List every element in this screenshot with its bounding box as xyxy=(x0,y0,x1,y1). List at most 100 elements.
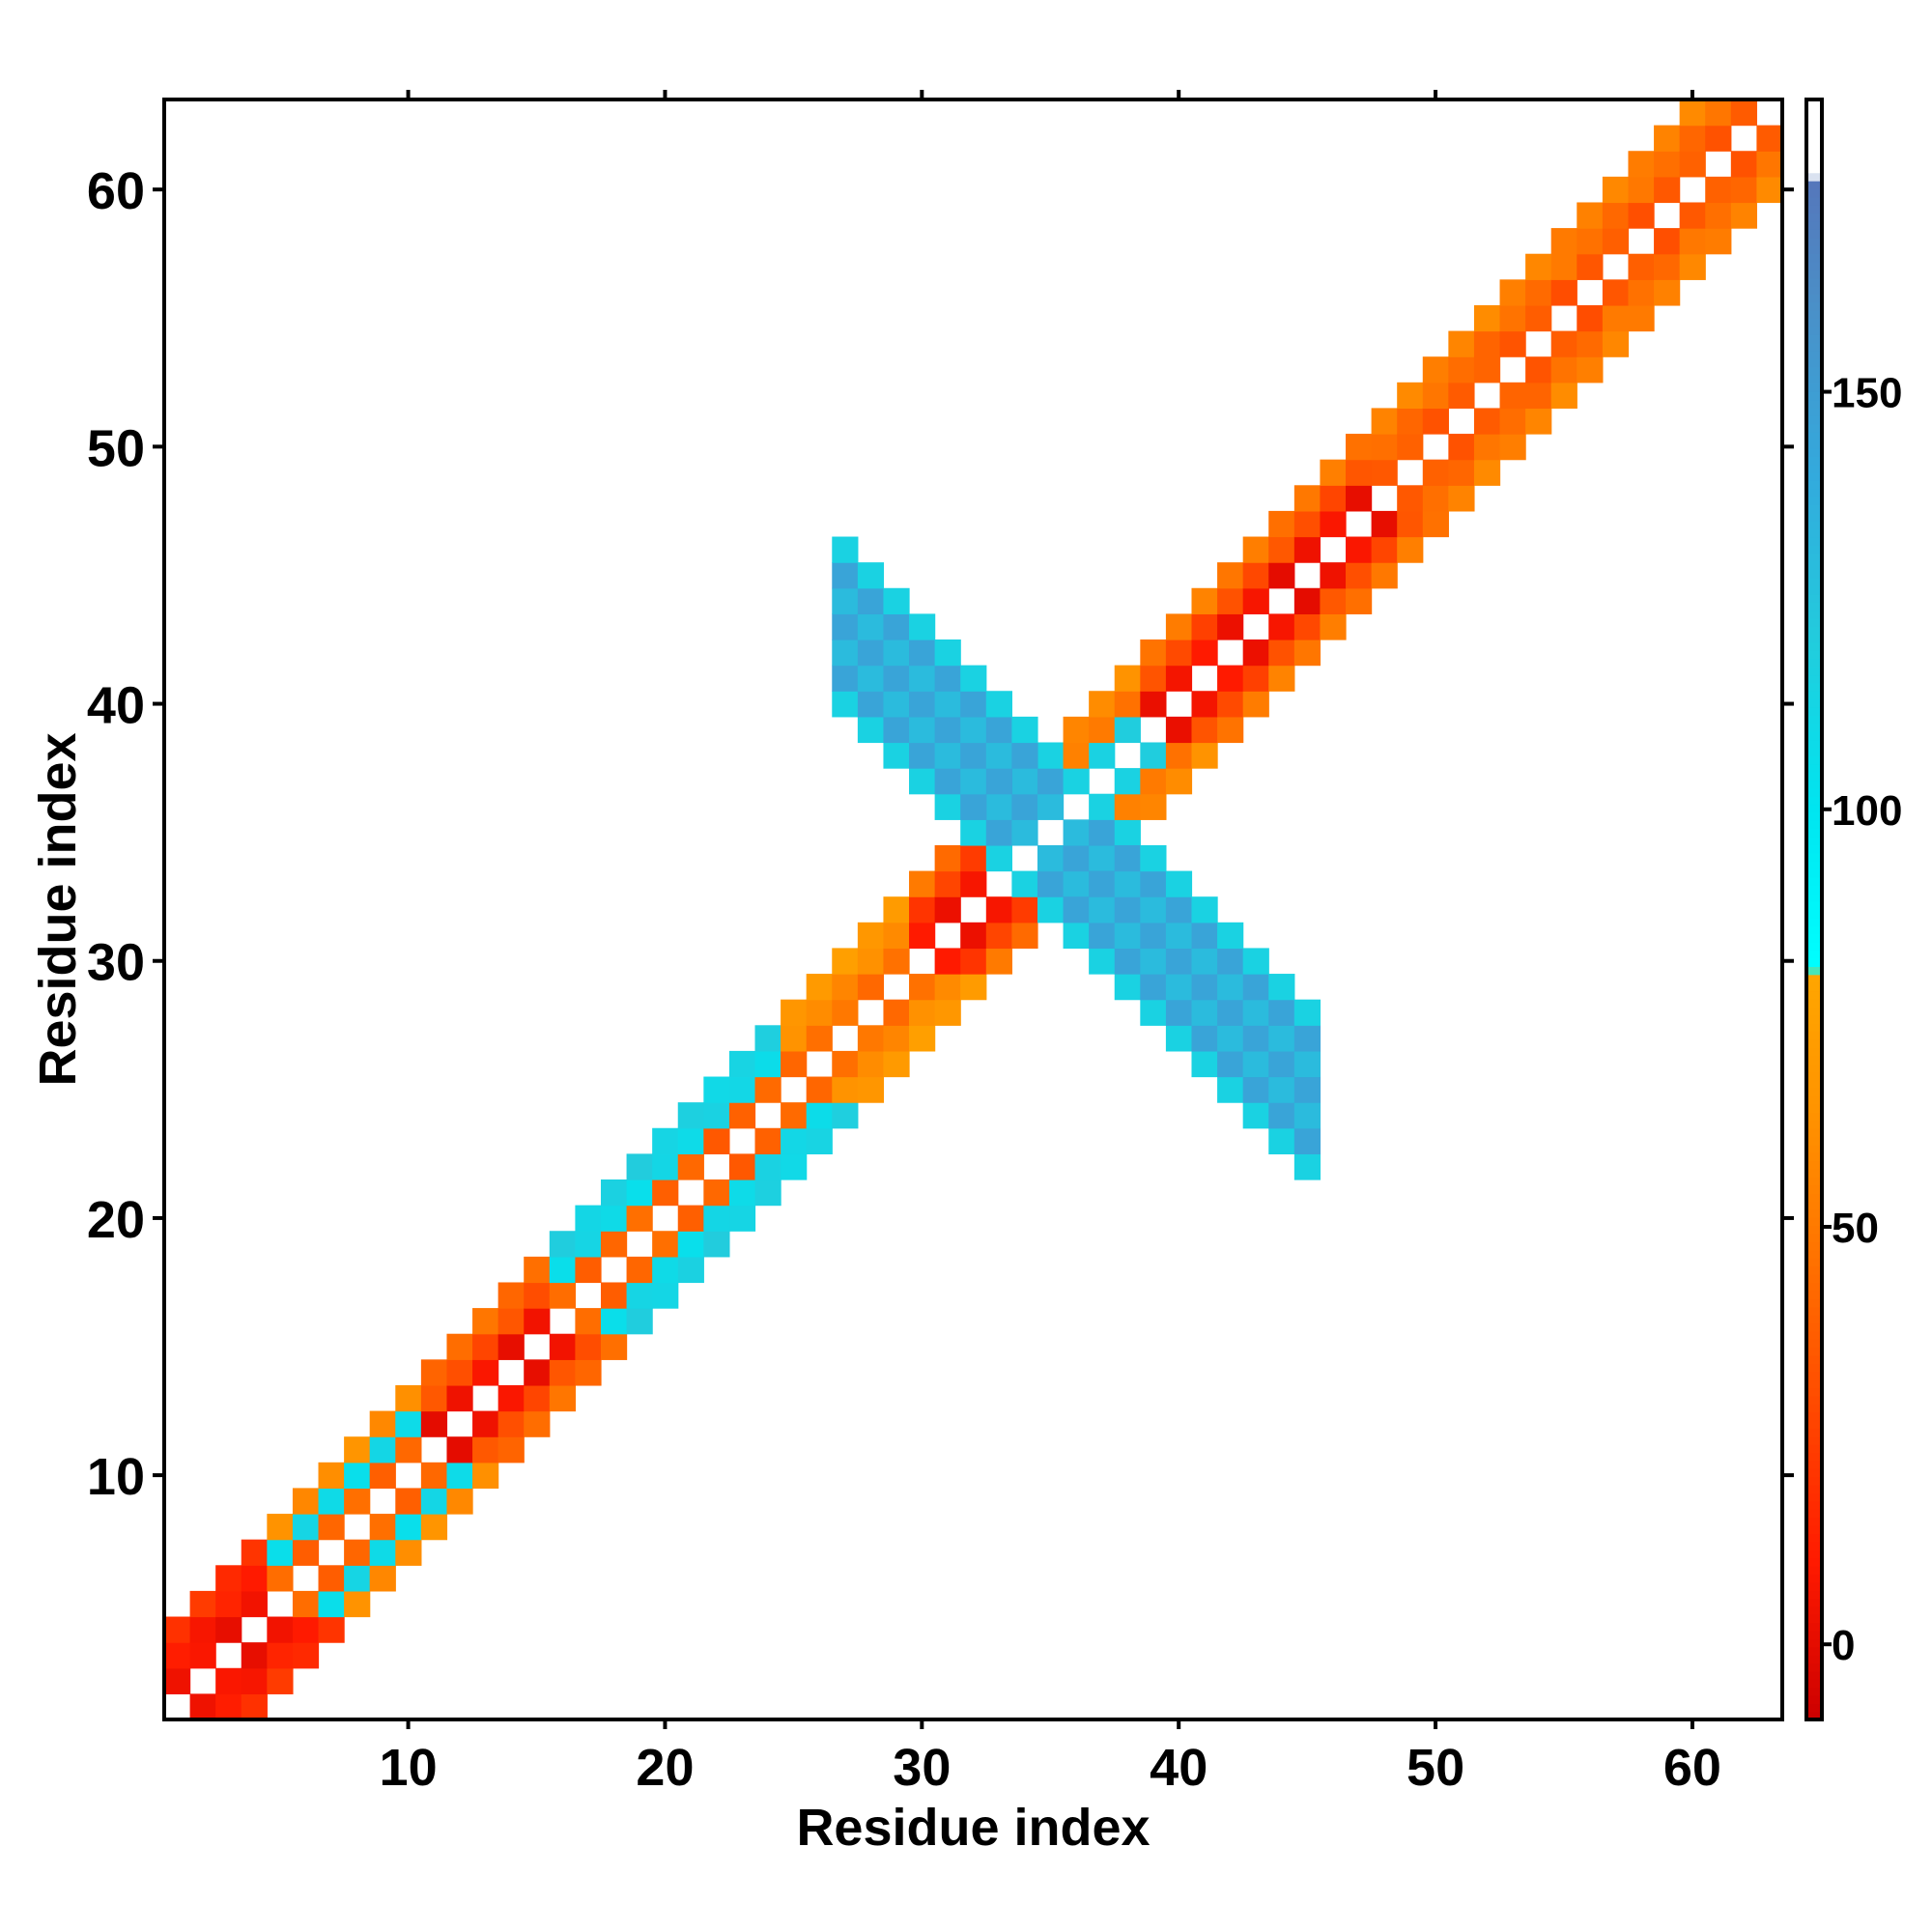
heatmap-cell xyxy=(472,1333,499,1360)
heatmap-cell xyxy=(909,768,936,795)
colorbar-segment xyxy=(1808,1411,1820,1421)
colorbar-segment xyxy=(1808,131,1820,141)
heatmap-cell xyxy=(1114,844,1141,872)
heatmap-cell xyxy=(1063,768,1090,795)
heatmap-cell xyxy=(344,1462,371,1490)
heatmap-cell xyxy=(1114,870,1141,897)
heatmap-cell xyxy=(1602,279,1630,306)
heatmap-cell xyxy=(497,1308,525,1335)
heatmap-cell xyxy=(1242,1025,1269,1052)
heatmap-cell xyxy=(781,1153,808,1180)
colorbar-segment xyxy=(1808,957,1820,967)
heatmap-cell xyxy=(1602,176,1630,204)
heatmap-cell xyxy=(1217,665,1244,692)
colorbar-segment xyxy=(1808,1201,1820,1210)
heatmap-cell xyxy=(1140,922,1167,950)
heatmap-cell xyxy=(1011,716,1038,744)
colorbar-segment xyxy=(1808,188,1820,198)
heatmap-cell xyxy=(472,1410,499,1437)
heatmap-cell xyxy=(1654,151,1681,178)
heatmap-cell xyxy=(1577,202,1604,229)
heatmap-cell xyxy=(1499,330,1526,357)
colorbar-segment xyxy=(1808,415,1820,425)
heatmap-cell xyxy=(1165,639,1193,667)
heatmap-cell xyxy=(1217,587,1244,614)
colorbar-segment xyxy=(1808,1638,1820,1648)
colorbar-segment xyxy=(1808,440,1820,449)
heatmap-cell xyxy=(549,1231,576,1258)
heatmap-cell xyxy=(267,1514,294,1541)
heatmap-cell xyxy=(1037,844,1065,872)
heatmap-cell xyxy=(1525,279,1552,306)
heatmap-cell xyxy=(1191,613,1218,640)
heatmap-cell xyxy=(960,870,987,897)
heatmap-cell xyxy=(909,922,936,950)
heatmap-cell xyxy=(626,1179,653,1207)
heatmap-cell xyxy=(395,1539,422,1566)
heatmap-cell xyxy=(215,1616,242,1643)
heatmap-cell xyxy=(395,1410,422,1437)
colorbar-segment xyxy=(1808,342,1820,352)
heatmap-cell xyxy=(1499,382,1526,410)
heatmap-cell xyxy=(1242,948,1269,975)
heatmap-cell xyxy=(600,1282,628,1309)
heatmap-cell xyxy=(267,1565,294,1592)
heatmap-cell xyxy=(472,1462,499,1490)
heatmap-cell xyxy=(857,562,885,589)
heatmap-cell xyxy=(1242,1050,1269,1078)
heatmap-cell xyxy=(1293,1127,1321,1154)
heatmap-cell xyxy=(1114,793,1141,820)
colorbar-segment xyxy=(1808,334,1820,344)
heatmap-cell xyxy=(626,1205,653,1232)
heatmap-cell xyxy=(1011,768,1038,795)
heatmap-cell xyxy=(832,1102,859,1129)
colorbar-segment xyxy=(1808,715,1820,724)
colorbar-segment xyxy=(1808,1095,1820,1105)
heatmap-cell xyxy=(215,1565,242,1592)
colorbar-segment xyxy=(1808,796,1820,806)
y-tick-label: 40 xyxy=(87,677,145,735)
heatmap-cell xyxy=(318,1565,345,1592)
heatmap-cell xyxy=(960,665,987,692)
colorbar-segment xyxy=(1808,666,1820,676)
heatmap-cell xyxy=(1705,202,1732,229)
heatmap-cell xyxy=(1550,253,1577,280)
colorbar-segment xyxy=(1808,691,1820,700)
colorbar-segment xyxy=(1808,1038,1820,1048)
heatmap-cell xyxy=(934,948,961,975)
heatmap-cell xyxy=(420,1462,448,1490)
heatmap-cell xyxy=(164,1616,191,1643)
heatmap-cell xyxy=(575,1205,602,1232)
heatmap-cell xyxy=(728,1102,756,1129)
y-axis-title: Residue index xyxy=(29,732,87,1086)
colorbar-segment xyxy=(1808,1703,1820,1713)
colorbar-segment xyxy=(1808,674,1820,684)
heatmap-cell xyxy=(549,1333,576,1360)
heatmap-cell xyxy=(703,1127,730,1154)
heatmap-cell xyxy=(497,1384,525,1412)
heatmap-cell xyxy=(1602,304,1630,332)
heatmap-cell xyxy=(1165,948,1193,975)
heatmap-cell xyxy=(1037,742,1065,769)
heatmap-cell xyxy=(985,691,1012,718)
heatmap-cell xyxy=(420,1410,448,1437)
heatmap-cell xyxy=(703,1076,730,1103)
heatmap-cell xyxy=(1550,228,1577,255)
colorbar-segment xyxy=(1808,1160,1820,1170)
heatmap-cell xyxy=(781,1025,808,1052)
colorbar-segment xyxy=(1808,1508,1820,1519)
colorbar-segment xyxy=(1808,480,1820,490)
heatmap-cell xyxy=(1346,562,1373,589)
heatmap-cell xyxy=(267,1616,294,1643)
x-tick-label: 30 xyxy=(893,1739,951,1797)
heatmap-cell xyxy=(1628,279,1655,306)
heatmap-cell xyxy=(1293,510,1321,538)
colorbar-segment xyxy=(1808,521,1820,530)
heatmap-cell xyxy=(909,639,936,667)
colorbar-segment xyxy=(1808,1071,1820,1081)
heatmap-cell xyxy=(1320,459,1347,486)
heatmap-cell xyxy=(626,1282,653,1309)
x-tick-label: 10 xyxy=(380,1739,438,1797)
colorbar-segment xyxy=(1808,1574,1820,1583)
heatmap-cell xyxy=(292,1590,320,1618)
